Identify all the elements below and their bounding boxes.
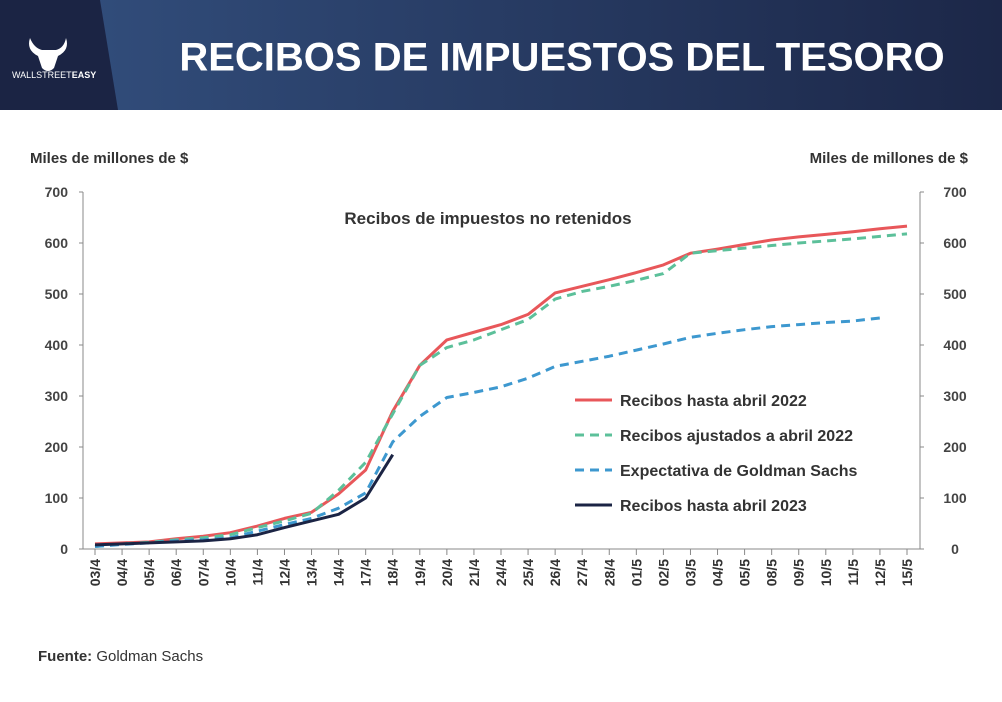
y-tick-label: 500	[45, 286, 69, 302]
x-tick-label: 15/5	[899, 559, 915, 586]
y-axis-title: Miles de millones de $	[30, 150, 189, 167]
y-tick-label: 600	[45, 235, 69, 251]
x-tick-label: 06/4	[168, 559, 184, 586]
x-tick-label: 24/4	[493, 559, 509, 586]
y2-tick-label: 200	[943, 439, 967, 455]
x-tick-label: 04/4	[114, 559, 130, 586]
y-tick-label: 300	[45, 388, 69, 404]
series-line	[94, 224, 908, 546]
title: RECIBOS DE IMPUESTOS DEL TESORO	[179, 36, 944, 80]
y-tick-label: 200	[45, 439, 69, 455]
y2-tick-label: 700	[943, 184, 967, 200]
x-tick-label: 12/4	[276, 559, 292, 586]
x-tick-label: 05/4	[141, 559, 157, 586]
source-label: Fuente:	[38, 648, 92, 665]
logo-icon	[29, 38, 67, 71]
x-tick-label: 03/4	[87, 559, 103, 586]
series-line	[94, 232, 908, 548]
source-text: Goldman Sachs	[96, 648, 203, 665]
y-tick-label: 0	[60, 541, 68, 557]
y2-tick-label: 500	[943, 286, 967, 302]
x-tick-label: 25/4	[520, 559, 536, 586]
x-tick-label: 09/5	[791, 559, 807, 586]
series-line	[94, 453, 395, 547]
x-tick-label: 19/4	[412, 559, 428, 586]
legend-label: Recibos ajustados a abril 2022	[620, 428, 853, 445]
x-tick-label: 10/4	[222, 559, 238, 586]
x-tick-label: 10/5	[818, 559, 834, 586]
x-tick-label: 01/5	[628, 559, 644, 586]
y-tick-label: 100	[45, 490, 69, 506]
x-tick-label: 18/4	[385, 559, 401, 586]
x-tick-label: 11/4	[249, 559, 265, 586]
x-tick-label: 13/4	[304, 559, 320, 586]
source: Fuente: Goldman Sachs	[38, 648, 203, 665]
x-tick-label: 17/4	[358, 559, 374, 586]
header-bg	[0, 0, 1002, 110]
x-tick-label: 02/5	[655, 559, 671, 586]
logo-text-b: EASY	[72, 70, 97, 80]
subtitle: Recibos de impuestos no retenidos	[344, 209, 631, 228]
y2-tick-label: 400	[943, 337, 967, 353]
logo-text-a: WALLSTREET	[12, 70, 72, 80]
x-tick-label: 26/4	[547, 559, 563, 586]
x-tick-label: 07/4	[195, 559, 211, 586]
y2-tick-label: 100	[943, 490, 967, 506]
legend-label: Recibos hasta abril 2023	[620, 498, 807, 515]
y2-tick-label: 0	[951, 541, 959, 557]
logo-text: WALLSTREETEASY	[12, 70, 96, 80]
x-tick-label: 11/5	[845, 559, 861, 586]
x-tick-label: 08/5	[764, 559, 780, 586]
x-tick-label: 21/4	[466, 559, 482, 586]
x-tick-label: 04/5	[710, 559, 726, 586]
legend-label: Expectativa de Goldman Sachs	[620, 463, 858, 480]
y-tick-label: 700	[45, 184, 69, 200]
x-tick-label: 27/4	[574, 559, 590, 586]
y-tick-label: 400	[45, 337, 69, 353]
x-tick-label: 05/5	[737, 559, 753, 586]
x-tick-label: 28/4	[601, 559, 617, 586]
x-tick-label: 12/5	[872, 559, 888, 586]
legend-label: Recibos hasta abril 2022	[620, 393, 807, 410]
x-tick-label: 20/4	[439, 559, 455, 586]
y2-tick-label: 300	[943, 388, 967, 404]
x-tick-label: 03/5	[682, 559, 698, 586]
y2-axis-title: Miles de millones de $	[810, 150, 969, 167]
x-tick-label: 14/4	[331, 559, 347, 586]
y2-tick-label: 600	[943, 235, 967, 251]
